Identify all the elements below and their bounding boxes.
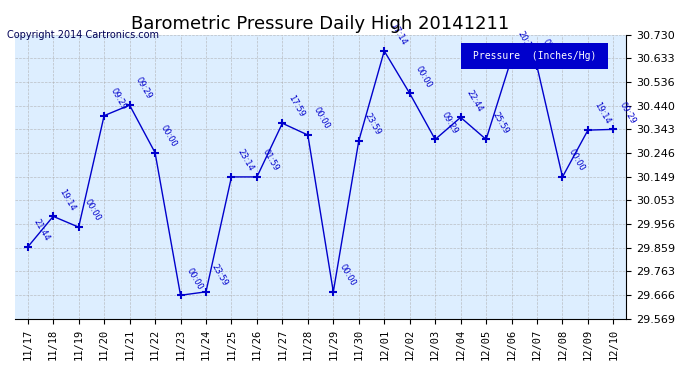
Text: 23:59: 23:59 <box>363 111 383 137</box>
Text: 19:14: 19:14 <box>592 101 612 126</box>
Text: 00:00: 00:00 <box>566 148 586 173</box>
Text: 00:00: 00:00 <box>159 123 179 148</box>
Text: 25:59: 25:59 <box>491 110 510 135</box>
Text: 23:14: 23:14 <box>235 148 255 173</box>
Text: 00:00: 00:00 <box>312 106 332 131</box>
Text: 09:29: 09:29 <box>440 110 459 135</box>
Text: 00:00: 00:00 <box>337 262 357 288</box>
Text: 19:14: 19:14 <box>57 187 77 212</box>
Text: 21:44: 21:44 <box>32 218 52 243</box>
Text: 20:14: 20:14 <box>515 29 535 54</box>
Text: 00:00: 00:00 <box>83 198 103 223</box>
Text: 01:59: 01:59 <box>261 148 281 173</box>
Text: 22:44: 22:44 <box>465 88 484 113</box>
Text: 09:29: 09:29 <box>108 86 128 111</box>
Text: 00:00: 00:00 <box>185 266 204 291</box>
Text: 17:59: 17:59 <box>286 94 306 119</box>
Text: 02:44: 02:44 <box>541 37 561 62</box>
Text: 00:00: 00:00 <box>414 64 433 89</box>
Text: 09:29: 09:29 <box>618 100 638 125</box>
Title: Barometric Pressure Daily High 20141211: Barometric Pressure Daily High 20141211 <box>132 15 510 33</box>
Text: 23:59: 23:59 <box>210 262 230 288</box>
Text: 09:29: 09:29 <box>134 76 153 101</box>
Text: Copyright 2014 Cartronics.com: Copyright 2014 Cartronics.com <box>7 30 159 40</box>
Text: 17:14: 17:14 <box>388 22 408 47</box>
